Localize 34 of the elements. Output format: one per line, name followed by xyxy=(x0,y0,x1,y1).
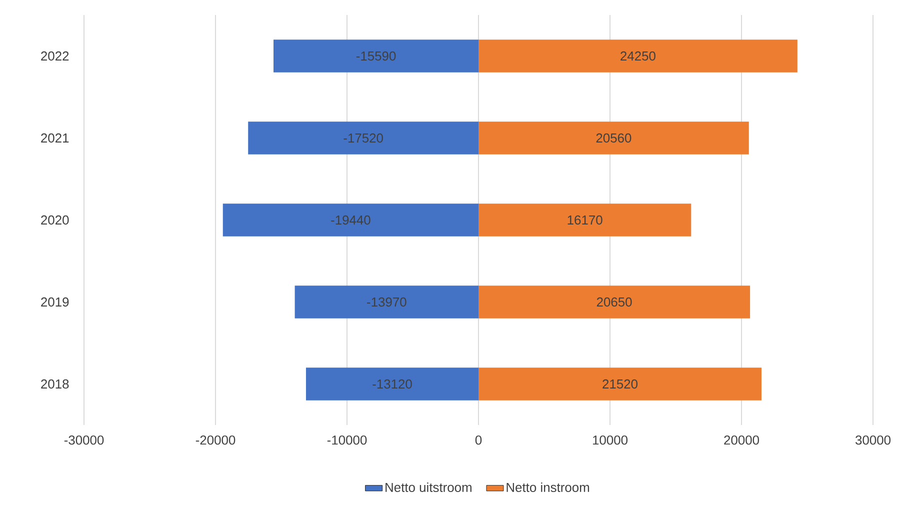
y-tick-label: 2019 xyxy=(41,297,69,307)
bar xyxy=(478,204,692,236)
data-label: -13970 xyxy=(367,297,406,307)
x-tick-label: -20000 xyxy=(196,435,236,445)
data-label: 21520 xyxy=(602,379,638,389)
bar xyxy=(478,286,750,318)
bar xyxy=(222,204,479,236)
legend-label: Netto instroom xyxy=(506,482,590,492)
data-label: 24250 xyxy=(620,51,656,61)
bar xyxy=(294,286,479,318)
bar xyxy=(306,368,479,400)
data-label: -15590 xyxy=(356,51,396,61)
bar xyxy=(478,40,798,72)
data-label: -17520 xyxy=(344,133,383,143)
x-tick-label: 0 xyxy=(475,435,482,445)
x-tick-label: 30000 xyxy=(856,435,891,445)
y-tick-label: 2018 xyxy=(41,379,69,389)
y-tick-label: 2021 xyxy=(41,133,69,143)
data-label: 16170 xyxy=(568,215,602,225)
data-label: -19440 xyxy=(331,215,370,225)
bar xyxy=(478,122,749,154)
y-tick-label: 2020 xyxy=(41,215,69,225)
bar xyxy=(248,122,479,154)
y-tick-label: 2022 xyxy=(41,51,69,61)
x-tick-label: 10000 xyxy=(592,435,628,445)
legend-label: Netto uitstroom xyxy=(386,482,472,492)
data-label: 20560 xyxy=(596,133,632,143)
bar xyxy=(273,40,479,72)
data-label: 20650 xyxy=(596,297,632,307)
x-tick-label: -30000 xyxy=(64,435,104,445)
data-label: -13120 xyxy=(372,379,412,389)
bar xyxy=(478,368,762,400)
x-tick-label: 20000 xyxy=(724,435,760,445)
x-tick-label: -10000 xyxy=(327,435,367,445)
